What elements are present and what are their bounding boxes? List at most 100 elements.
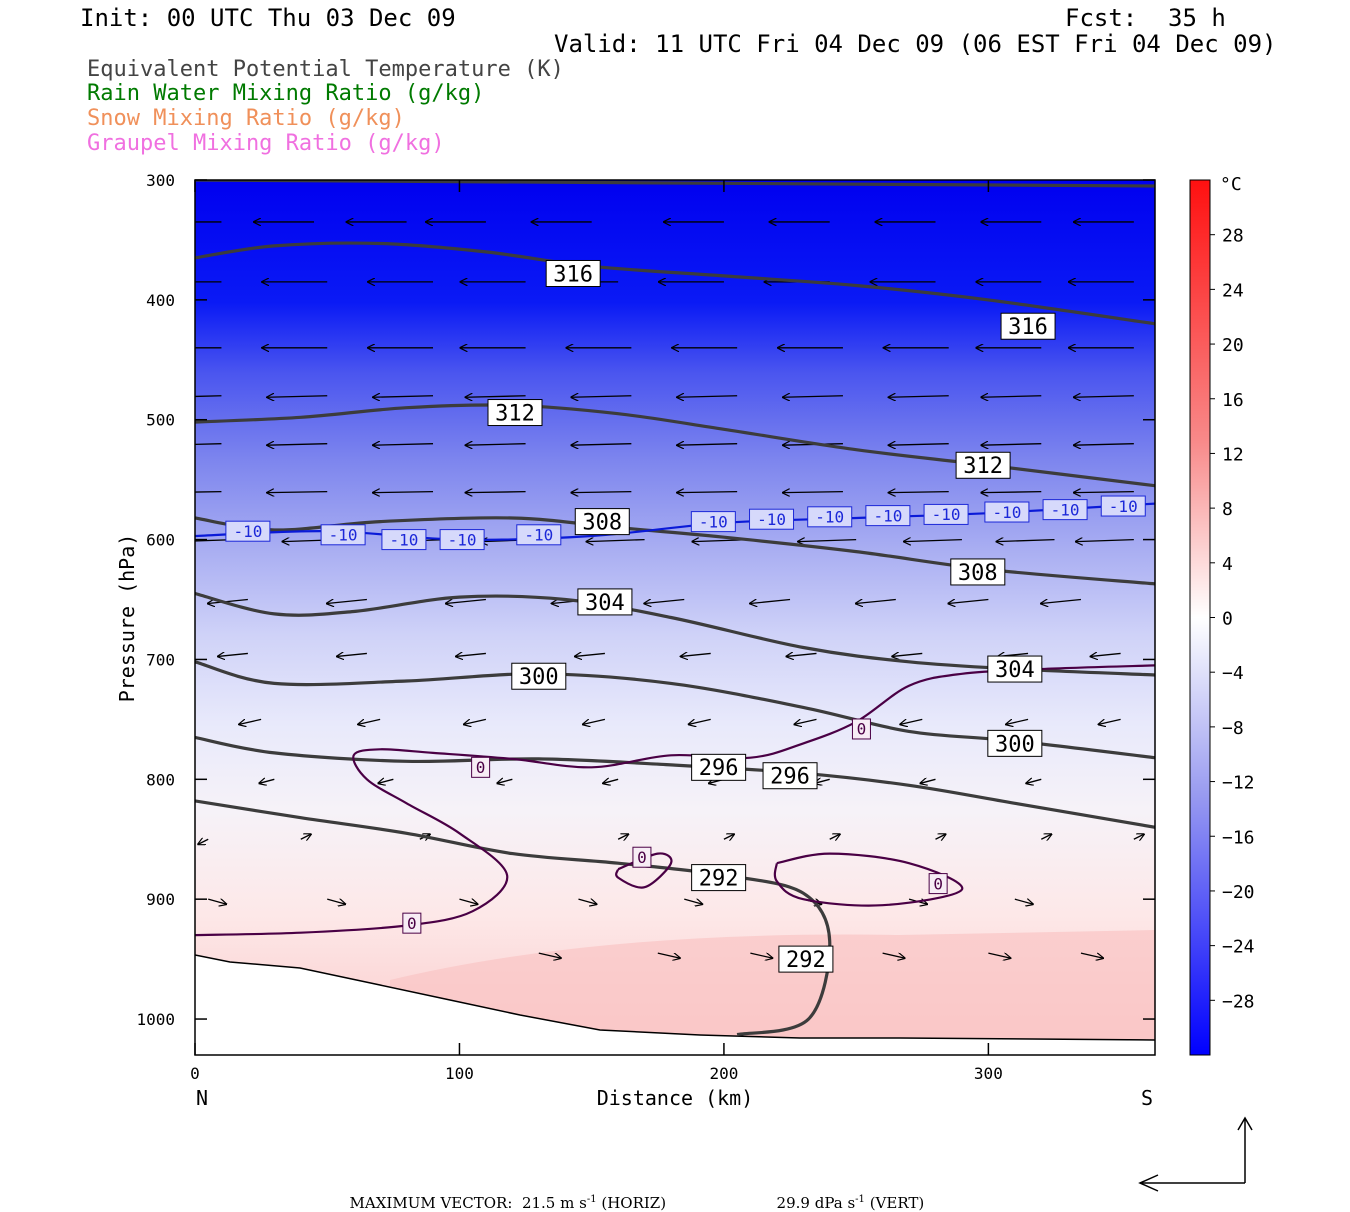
contour-label-text: -10 (1051, 500, 1080, 519)
wind-vector-arrow (904, 540, 962, 542)
wind-vector-arrow (464, 718, 487, 724)
x-tick-label: 0 (190, 1064, 200, 1083)
y-tick-label: 500 (146, 411, 175, 430)
colorbar-tick-label: 12 (1222, 444, 1244, 465)
contour-label-text: -10 (873, 506, 902, 525)
wind-vector-arrow (538, 952, 561, 958)
contour-label: -10 (749, 508, 795, 530)
max-vector-horiz: MAXIMUM VECTOR: 21.5 m s-1 (HORIZ) (349, 1194, 667, 1212)
contour-label: -10 (225, 520, 271, 542)
colorbar-labels: 28 24 20 16 12 8 4 0 −4 −8 −12 −16 −20 −24 −28 (1210, 226, 1255, 1012)
wind-vector-arrow (786, 653, 817, 656)
valid-time: Valid: 11 UTC Fri 04 Dec 09 (06 EST Fri … (554, 30, 1277, 58)
wind-vector-arrow (497, 779, 513, 783)
wind-vector-arrow (300, 834, 311, 839)
contour-label: -10 (807, 506, 853, 528)
wind-vector-arrow (575, 653, 605, 656)
wind-vector-arrow (1006, 718, 1029, 724)
contour-label-text: -10 (699, 512, 728, 531)
contour-label-text: 312 (963, 454, 1003, 479)
contour-label-text: -10 (1109, 497, 1138, 516)
axes: 300 400 500 600 700 800 900 1000 0 100 200 300 (136, 171, 1155, 1083)
wind-vector-arrow (1080, 952, 1103, 958)
forecast-label: Fcst: (1065, 4, 1138, 32)
wind-vector-arrow (259, 779, 275, 783)
x-axis-label: Distance (km) (597, 1086, 754, 1110)
wind-vector-arrow (358, 718, 381, 724)
terrain-mask (195, 955, 1155, 1055)
contour-label-text: 0 (857, 720, 867, 739)
contour-label: -10 (516, 524, 562, 546)
contour-label-text: -10 (932, 505, 961, 524)
contour-label: 292 (778, 945, 834, 973)
contour-label: 316 (1000, 312, 1056, 340)
contour-label-text: -10 (992, 503, 1021, 522)
wind-vector-arrow (783, 492, 843, 493)
wind-vector-arrow (267, 492, 328, 493)
x-tick-label: 100 (445, 1064, 474, 1083)
colorbar-tick-label: −4 (1222, 663, 1244, 684)
reference-vector-icon (1138, 1116, 1253, 1192)
contour-label-text: 304 (995, 658, 1035, 683)
wind-vector-arrow (723, 834, 734, 839)
north-label: N (196, 1086, 208, 1110)
contour-label: 0 (928, 873, 948, 895)
theta-e-contour-304 (195, 591, 1155, 677)
contour-label-text: 308 (958, 561, 998, 586)
wind-vector-arrow (456, 653, 486, 656)
y-tick-label: 300 (146, 171, 175, 190)
contour-label-text: -10 (757, 510, 786, 529)
wind-vector-arrow (981, 492, 1042, 493)
max-vector-vert: 29.9 dPa s-1 (VERT) (776, 1194, 925, 1212)
contour-label-text: -10 (329, 526, 358, 545)
contour-label: 300 (511, 662, 567, 690)
wind-vector-arrow (195, 443, 222, 446)
contour-label: -10 (865, 505, 911, 527)
wind-vector-arrow (373, 492, 434, 493)
contour-label: 308 (574, 508, 630, 536)
wind-vector-arrow (798, 540, 857, 542)
colorbar-tick-label: −20 (1222, 882, 1255, 903)
contour-label: -10 (1042, 499, 1088, 521)
wind-vector-arrow (689, 718, 711, 724)
wind-vector-arrow (988, 952, 1010, 958)
wind-vector-arrow (794, 718, 817, 724)
plot-area: 316 316 312 312 308 308 304 304 300 300 296 296 292 2… (195, 180, 1155, 1055)
colorbar-tick-label: −28 (1222, 991, 1255, 1012)
contour-label: 0 (402, 912, 422, 934)
wind-vector-arrow (267, 396, 328, 398)
wind-vector-arrow (889, 396, 949, 398)
wind-vector-arrow (571, 444, 632, 446)
wind-vector-arrow (603, 779, 619, 783)
contour-label: -10 (320, 524, 366, 546)
wind-vector-arrow (466, 444, 526, 446)
wind-vector-arrow (1040, 834, 1051, 839)
wind-vector-arrow (373, 444, 434, 446)
wind-vector-arrow (677, 492, 738, 493)
wind-vector-arrow (1076, 540, 1134, 542)
colorbar-tick-label: 8 (1222, 499, 1233, 520)
y-tick-label: 900 (146, 890, 175, 909)
y-tick-label: 700 (146, 650, 175, 669)
wind-vector-arrow (1041, 600, 1082, 604)
x-tick-label: 300 (974, 1064, 1003, 1083)
wind-vector-arrow (981, 444, 1042, 446)
wind-vector-arrow (239, 718, 262, 724)
y-tick-label: 800 (146, 770, 175, 789)
contour-label: 316 (545, 259, 601, 287)
wind-vector-arrow (829, 834, 840, 839)
wind-vector-arrow (1099, 718, 1121, 724)
contour-label: -10 (439, 529, 485, 551)
wind-vector-arrow (750, 600, 791, 604)
wind-vector-arrow (657, 952, 680, 958)
wind-vector-arrow (571, 492, 632, 493)
y-tick-label: 400 (146, 291, 175, 310)
wind-vector-arrow (684, 899, 702, 904)
contour-label-text: 308 (582, 511, 622, 536)
colorbar-tick-label: 24 (1222, 280, 1244, 301)
wind-vector-arrow (1091, 653, 1121, 656)
contour-label: 300 (987, 729, 1043, 757)
theta-e-contour-300 (195, 660, 1155, 760)
wind-vector-arrow (889, 444, 949, 446)
